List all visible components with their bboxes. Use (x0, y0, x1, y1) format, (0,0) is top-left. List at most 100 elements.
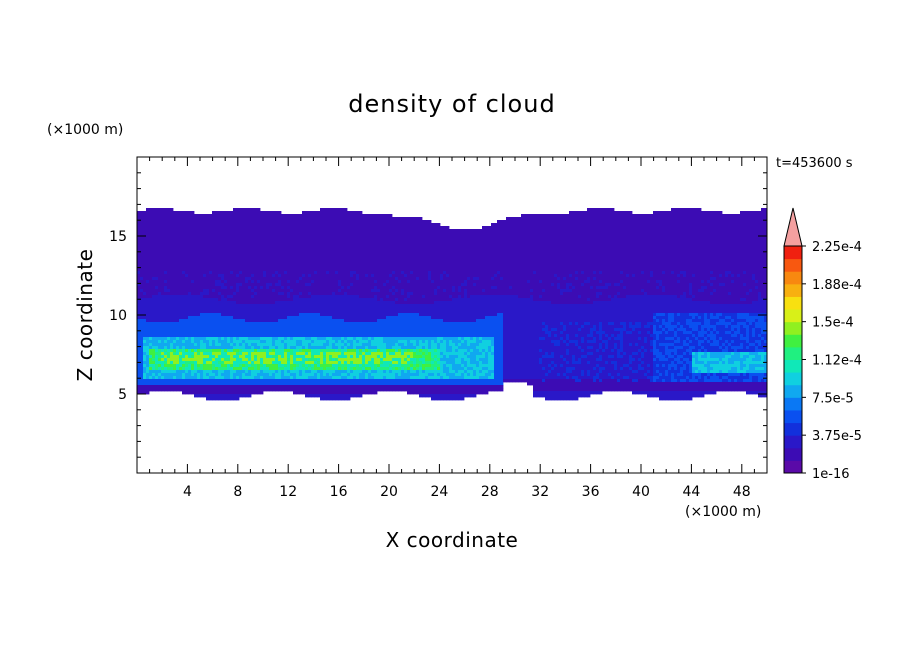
heatmap-cell (242, 373, 246, 377)
heatmap-cell (263, 337, 267, 341)
heatmap-cell (239, 307, 243, 311)
heatmap-cell (239, 319, 243, 323)
heatmap-cell (260, 289, 264, 293)
heatmap-cell (203, 304, 207, 308)
heatmap-cell (281, 265, 285, 269)
heatmap-cell (338, 265, 342, 269)
heatmap-cell (143, 277, 147, 281)
heatmap-cell (206, 352, 210, 356)
heatmap-cell (152, 304, 156, 308)
heatmap-cell (173, 367, 177, 371)
heatmap-cell (302, 391, 306, 395)
heatmap-cell (302, 220, 306, 224)
heatmap-cell (179, 322, 183, 326)
heatmap-cell (344, 367, 348, 371)
heatmap-cell (260, 361, 264, 365)
heatmap-cell (365, 289, 369, 293)
heatmap-cell (257, 262, 261, 266)
heatmap-cell (365, 334, 369, 338)
heatmap-cell (245, 229, 249, 233)
heatmap-cell (221, 352, 225, 356)
heatmap-cell (281, 373, 285, 377)
heatmap-cell (290, 364, 294, 368)
heatmap-cell (350, 322, 354, 326)
heatmap-cell (176, 313, 180, 317)
heatmap-cell (188, 244, 192, 248)
heatmap-cell (215, 319, 219, 323)
heatmap-cell (338, 223, 342, 227)
heatmap-cell (305, 223, 309, 227)
heatmap-cell (356, 310, 360, 314)
heatmap-cell (251, 214, 255, 218)
heatmap-cell (350, 274, 354, 278)
heatmap-cell (188, 358, 192, 362)
heatmap-cell (173, 376, 177, 380)
heatmap-cell (173, 214, 177, 218)
heatmap-cell (230, 310, 234, 314)
heatmap-cell (296, 271, 300, 275)
heatmap-cell (305, 355, 309, 359)
heatmap-cell (365, 307, 369, 311)
heatmap-cell (326, 307, 330, 311)
heatmap-cell (356, 337, 360, 341)
heatmap-cell (236, 223, 240, 227)
heatmap-cell (251, 382, 255, 386)
heatmap-cell (146, 316, 150, 320)
heatmap-cell (179, 388, 183, 392)
heatmap-cell (188, 334, 192, 338)
heatmap-cell (359, 364, 363, 368)
heatmap-cell (230, 280, 234, 284)
heatmap-cell (155, 277, 159, 281)
heatmap-cell (182, 244, 186, 248)
heatmap-cell (263, 253, 267, 257)
heatmap-cell (344, 358, 348, 362)
heatmap-cell (161, 343, 165, 347)
heatmap-cell (257, 295, 261, 299)
heatmap-cell (194, 217, 198, 221)
heatmap-cell (350, 232, 354, 236)
heatmap-cell (266, 361, 270, 365)
heatmap-cell (191, 361, 195, 365)
heatmap-cell (212, 385, 216, 389)
heatmap-cell (278, 301, 282, 305)
heatmap-cell (305, 277, 309, 281)
heatmap-cell (290, 271, 294, 275)
heatmap-cell (137, 214, 141, 218)
heatmap-cell (371, 271, 375, 275)
heatmap-cell (149, 229, 153, 233)
heatmap-cell (377, 271, 381, 275)
heatmap-cell (182, 331, 186, 335)
heatmap-cell (152, 355, 156, 359)
heatmap-cell (371, 301, 375, 305)
heatmap-cell (257, 382, 261, 386)
heatmap-cell (365, 271, 369, 275)
heatmap-cell (350, 253, 354, 257)
heatmap-cell (311, 325, 315, 329)
heatmap-cell (158, 208, 162, 212)
heatmap-cell (137, 265, 141, 269)
heatmap-cell (314, 340, 318, 344)
heatmap-cell (209, 316, 213, 320)
heatmap-cell (224, 286, 228, 290)
heatmap-cell (242, 310, 246, 314)
heatmap-cell (248, 253, 252, 257)
heatmap-cell (185, 376, 189, 380)
heatmap-cell (185, 238, 189, 242)
heatmap-cell (155, 313, 159, 317)
heatmap-cell (281, 259, 285, 263)
heatmap-cell (206, 274, 210, 278)
heatmap-cell (215, 379, 219, 383)
heatmap-cell (281, 250, 285, 254)
heatmap-cell (299, 235, 303, 239)
heatmap-cell (344, 211, 348, 215)
heatmap-cell (308, 295, 312, 299)
heatmap-cell (185, 322, 189, 326)
heatmap-cell (194, 238, 198, 242)
heatmap-cell (281, 280, 285, 284)
heatmap-cell (347, 283, 351, 287)
heatmap-cell (353, 214, 357, 218)
heatmap-cell (377, 238, 381, 242)
heatmap-cell (155, 316, 159, 320)
heatmap-cell (314, 376, 318, 380)
heatmap-cell (281, 370, 285, 374)
